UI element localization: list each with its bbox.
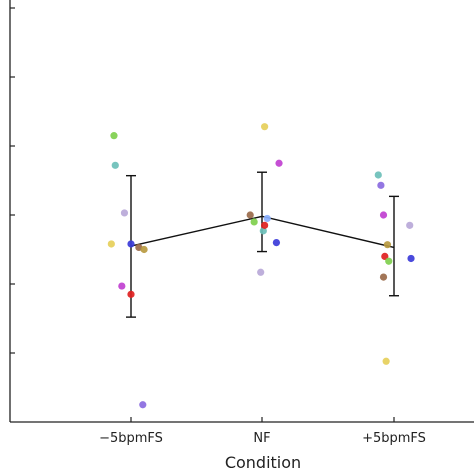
data-point [383, 241, 392, 249]
axes [9, 0, 474, 423]
data-point [263, 214, 271, 223]
data-point [127, 290, 135, 298]
data-point [118, 282, 126, 290]
data-point [140, 245, 148, 254]
data-point [259, 227, 267, 235]
data-point [261, 221, 269, 229]
data-points [107, 123, 415, 409]
x-tick-label-2: +5bpmFS [362, 431, 426, 446]
data-point [120, 209, 129, 217]
data-point [246, 211, 254, 219]
data-point [272, 239, 281, 247]
data-point [379, 211, 388, 219]
data-point [382, 357, 390, 365]
error-bars [126, 171, 399, 318]
mean-polyline [130, 215, 395, 249]
data-point [250, 218, 258, 226]
data-point [379, 273, 388, 281]
mean-line [130, 215, 395, 249]
x-tick-label-1: NF [253, 431, 270, 446]
data-point [381, 252, 389, 260]
x-tick-labels: −5bpmFS NF +5bpmFS [99, 431, 426, 446]
data-point [385, 257, 393, 265]
data-point [257, 268, 265, 276]
data-point [275, 159, 283, 167]
data-point [111, 161, 119, 169]
data-point [377, 181, 385, 189]
x-axis-label: Condition [225, 453, 301, 472]
data-point [107, 240, 115, 248]
data-point [127, 240, 135, 248]
data-point [261, 123, 269, 131]
data-point [407, 254, 415, 263]
data-point [374, 171, 382, 179]
data-point [110, 132, 118, 140]
data-point [139, 401, 147, 409]
data-point [406, 221, 414, 229]
x-tick-label-0: −5bpmFS [99, 431, 163, 446]
